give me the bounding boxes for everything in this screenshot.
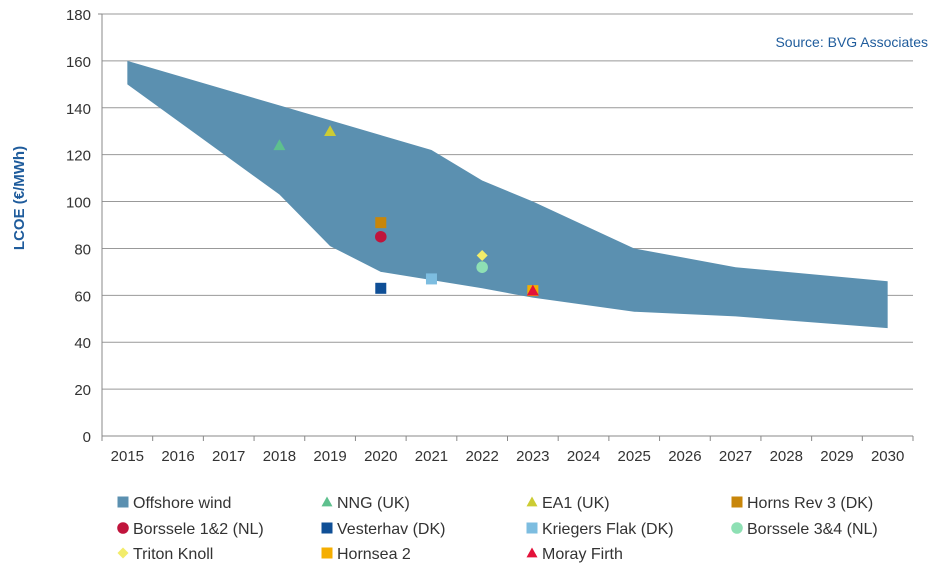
point-nng-uk — [273, 139, 286, 151]
y-tick-labels: 0 20 40 60 80 100 120 140 160 180 — [66, 7, 91, 446]
y-tick-label: 140 — [66, 101, 91, 118]
legend-marker — [526, 522, 538, 534]
x-tick-labels: 2015 2016 2017 2018 2019 2020 2021 2022 2023 2024… — [111, 448, 905, 465]
source-note: Source: BVG Associates — [775, 34, 928, 50]
legend-item: Horns Rev 3 (DK) — [731, 495, 873, 512]
legend-item: Offshore wind — [117, 495, 231, 512]
x-tick-label: 2019 — [313, 448, 346, 465]
y-tick-label: 60 — [74, 288, 91, 305]
legend-marker — [731, 522, 743, 534]
x-tick-label: 2027 — [719, 448, 752, 465]
point-ea1-uk — [324, 125, 337, 137]
legend: Offshore wind NNG (UK) EA1 (UK) Horns Rev 3… — [117, 495, 878, 563]
legend-marker — [321, 496, 333, 507]
y-tick-label: 100 — [66, 195, 91, 212]
x-tick-label: 2016 — [161, 448, 194, 465]
y-tick-label: 120 — [66, 148, 91, 165]
legend-label: Horns Rev 3 (DK) — [747, 495, 873, 512]
legend-label: EA1 (UK) — [542, 495, 610, 512]
x-tick-label: 2030 — [871, 448, 904, 465]
band-layer — [127, 60, 888, 329]
point-horns-rev-3-dk — [375, 217, 387, 229]
x-tick-label: 2026 — [668, 448, 701, 465]
y-tick-label: 20 — [74, 382, 91, 399]
x-tick-label: 2024 — [567, 448, 600, 465]
point-kriegers-flak-dk — [425, 273, 437, 285]
axes — [98, 13, 914, 441]
legend-item: Borssele 3&4 (NL) — [731, 521, 878, 538]
offshore-wind-band — [127, 60, 888, 329]
x-tick-label: 2025 — [618, 448, 651, 465]
x-tick-label: 2021 — [415, 448, 448, 465]
x-tick-label: 2020 — [364, 448, 397, 465]
x-tick-label: 2017 — [212, 448, 245, 465]
legend-marker — [526, 547, 538, 558]
data-points — [273, 125, 539, 297]
legend-item: NNG (UK) — [321, 495, 410, 512]
x-tick-label: 2023 — [516, 448, 549, 465]
legend-marker — [526, 496, 538, 507]
y-tick-label: 160 — [66, 54, 91, 71]
legend-marker — [731, 496, 743, 508]
point-vesterhav-dk — [375, 282, 387, 294]
legend-label: NNG (UK) — [337, 495, 410, 512]
x-tick-label: 2029 — [820, 448, 853, 465]
y-axis-label: LCOE (€/MWh) — [11, 146, 28, 250]
x-tick-label: 2015 — [111, 448, 144, 465]
legend-marker — [117, 522, 129, 534]
y-tick-label: 180 — [66, 7, 91, 24]
y-tick-label: 40 — [74, 335, 91, 352]
legend-item: Vesterhav (DK) — [321, 521, 445, 538]
legend-label: Kriegers Flak (DK) — [542, 521, 674, 538]
x-tick-label: 2018 — [263, 448, 296, 465]
legend-item: Moray Firth — [526, 546, 623, 563]
x-tick-label: 2022 — [465, 448, 498, 465]
legend-item: Hornsea 2 — [321, 546, 411, 563]
legend-label: Hornsea 2 — [337, 546, 411, 563]
legend-label: Moray Firth — [542, 546, 623, 563]
legend-label: Vesterhav (DK) — [337, 521, 445, 538]
point-moray-firth — [526, 284, 539, 296]
legend-marker — [321, 522, 333, 534]
legend-item: Kriegers Flak (DK) — [526, 521, 674, 538]
legend-label: Borssele 3&4 (NL) — [747, 521, 878, 538]
point-borssele-3-4-nl — [476, 261, 488, 273]
y-tick-label: 0 — [83, 429, 91, 446]
legend-marker — [321, 547, 333, 559]
legend-label: Borssele 1&2 (NL) — [133, 521, 264, 538]
legend-label: Offshore wind — [133, 495, 231, 512]
y-tick-label: 80 — [74, 241, 91, 258]
point-borssele-1-2-nl — [375, 230, 387, 243]
legend-marker — [117, 496, 129, 508]
legend-item: Triton Knoll — [117, 546, 213, 563]
point-triton-knoll — [476, 249, 488, 261]
legend-label: Triton Knoll — [133, 546, 213, 563]
legend-item: EA1 (UK) — [526, 495, 610, 512]
legend-item: Borssele 1&2 (NL) — [117, 521, 264, 538]
x-tick-label: 2028 — [770, 448, 803, 465]
legend-marker — [117, 547, 129, 559]
